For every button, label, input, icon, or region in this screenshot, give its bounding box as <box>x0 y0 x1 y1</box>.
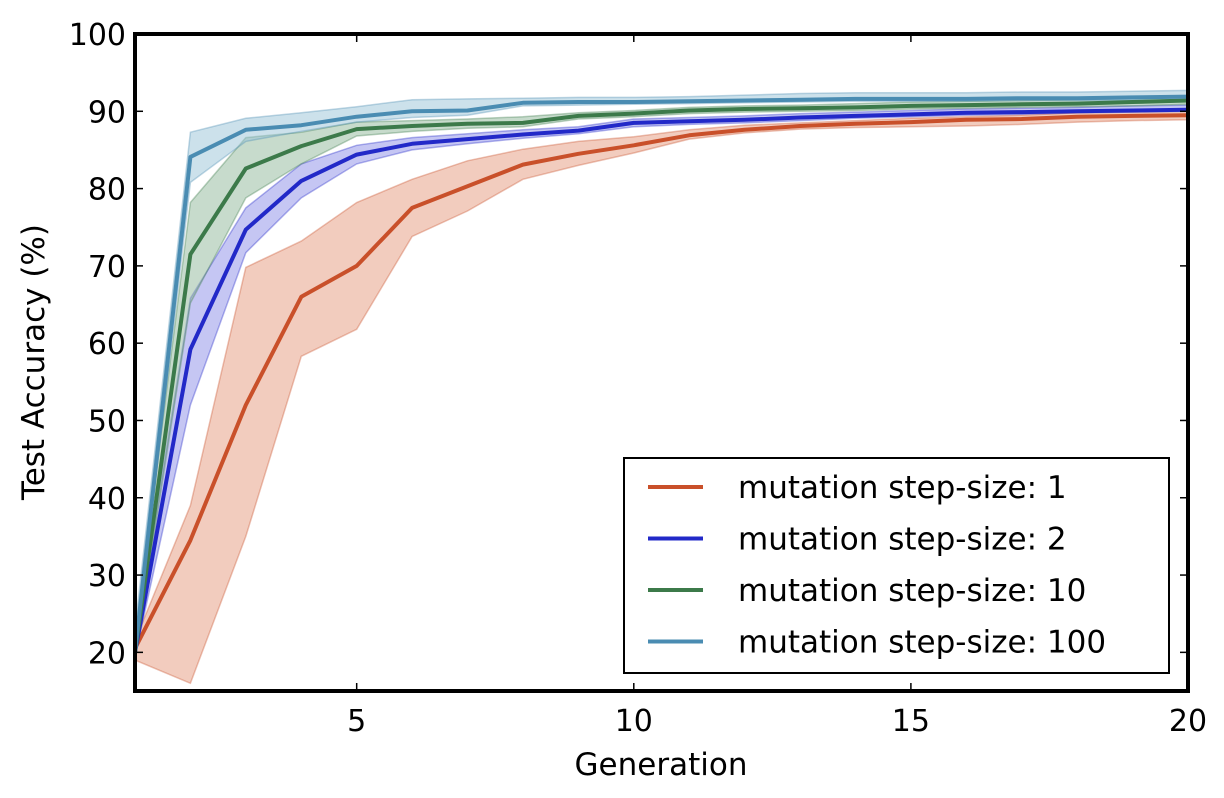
tick-labels: 20 30 40 50 60 70 80 90 100 5 10 15 20 <box>69 18 1207 739</box>
x-tick-label: 15 <box>892 704 930 739</box>
line-series-3 <box>133 98 1189 653</box>
line-series-2 <box>133 107 1189 653</box>
legend-label-4: mutation step-size: 100 <box>738 625 1106 661</box>
y-tick-label: 100 <box>69 18 126 53</box>
x-axis-label: Generation <box>575 747 748 783</box>
line-series-4 <box>133 94 1189 653</box>
y-tick-label: 60 <box>88 327 126 362</box>
plot-frame <box>133 32 1190 693</box>
legend-label-1: mutation step-size: 1 <box>738 470 1067 506</box>
legend-label-3: mutation step-size: 10 <box>738 573 1086 609</box>
y-tick-label: 30 <box>88 559 126 594</box>
x-tick-label: 5 <box>347 704 366 739</box>
y-tick-label: 70 <box>88 250 126 285</box>
y-tick-label: 90 <box>88 95 126 130</box>
y-tick-label: 20 <box>88 636 126 671</box>
y-tick-label: 50 <box>88 404 126 439</box>
legend-label-2: mutation step-size: 2 <box>738 522 1067 558</box>
legend: mutation step-size: 1 mutation step-size:… <box>623 457 1170 674</box>
y-axis-label: Test Accuracy (%) <box>16 224 52 501</box>
x-tick-label: 20 <box>1169 704 1207 739</box>
line-series-1 <box>133 113 1189 650</box>
y-tick-label: 40 <box>88 482 126 517</box>
legend-entries: mutation step-size: 1 mutation step-size:… <box>648 470 1106 661</box>
x-tick-label: 10 <box>615 704 653 739</box>
y-tick-label: 80 <box>88 173 126 208</box>
legend-box <box>623 457 1170 674</box>
series-lines <box>133 94 1189 653</box>
